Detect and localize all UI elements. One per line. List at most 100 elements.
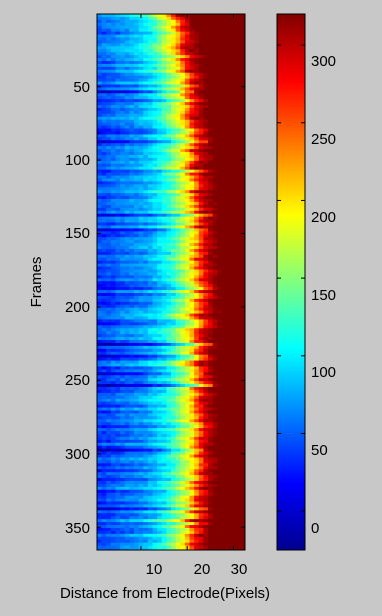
- heatmap-cell: [171, 196, 177, 200]
- heatmap-cell: [180, 260, 186, 265]
- heatmap-cell: [147, 113, 154, 118]
- heatmap-cell: [120, 231, 126, 235]
- heatmap-cell: [115, 78, 121, 83]
- heatmap-cell: [138, 454, 144, 459]
- heatmap-cell: [166, 298, 172, 303]
- heatmap-cell: [231, 113, 237, 118]
- heatmap-cell: [198, 313, 204, 318]
- heatmap-cell: [189, 55, 195, 59]
- heatmap-cell: [217, 416, 223, 420]
- heatmap-cell: [235, 81, 241, 86]
- heatmap-cell: [198, 204, 204, 209]
- heatmap-cell: [231, 436, 237, 441]
- heatmap-cell: [166, 254, 172, 259]
- heatmap-cell: [124, 225, 130, 229]
- heatmap-cell: [106, 137, 112, 141]
- heatmap-cell: [147, 307, 154, 312]
- heatmap-cell: [97, 375, 103, 379]
- heatmap-cell: [152, 184, 158, 188]
- heatmap-cell: [115, 425, 121, 429]
- heatmap-cell: [240, 19, 245, 24]
- heatmap-cell: [97, 219, 103, 224]
- heatmap-cell: [198, 46, 204, 50]
- heatmap-cell: [106, 237, 112, 241]
- heatmap-cell: [166, 248, 172, 253]
- heatmap-cell: [166, 157, 172, 162]
- heatmap-cell: [231, 451, 237, 456]
- heatmap-cell: [194, 34, 200, 39]
- heatmap-cell: [129, 34, 135, 39]
- heatmap-cell: [110, 310, 117, 315]
- heatmap-cell: [147, 63, 154, 68]
- heatmap-cell: [97, 175, 103, 180]
- heatmap-cell: [221, 357, 228, 362]
- heatmap-cell: [208, 363, 214, 368]
- heatmap-cell: [221, 43, 228, 47]
- heatmap-cell: [147, 416, 154, 420]
- heatmap-cell: [184, 243, 191, 247]
- heatmap-cell: [194, 243, 200, 247]
- heatmap-cell: [221, 137, 228, 141]
- heatmap-cell: [231, 410, 237, 415]
- heatmap-cell: [194, 340, 200, 344]
- heatmap-cell: [161, 369, 167, 373]
- heatmap-cell: [152, 369, 158, 373]
- heatmap-cell: [115, 96, 121, 100]
- heatmap-cell: [134, 160, 140, 165]
- heatmap-cell: [161, 37, 167, 42]
- heatmap-cell: [143, 433, 149, 438]
- heatmap-cell: [203, 381, 209, 385]
- heatmap-cell: [189, 75, 195, 80]
- heatmap-cell: [157, 293, 163, 297]
- heatmap-cell: [97, 116, 103, 121]
- heatmap-cell: [226, 157, 232, 162]
- heatmap-cell: [157, 125, 163, 130]
- heatmap-cell: [101, 436, 107, 441]
- heatmap-cell: [106, 366, 112, 370]
- heatmap-cell: [134, 319, 140, 323]
- heatmap-cell: [203, 287, 209, 291]
- heatmap-cell: [203, 222, 209, 227]
- heatmap-cell: [138, 137, 144, 141]
- heatmap-cell: [221, 401, 228, 406]
- heatmap-cell: [97, 410, 103, 415]
- heatmap-cell: [134, 43, 140, 47]
- heatmap-cell: [180, 381, 186, 385]
- heatmap-cell: [240, 340, 245, 344]
- heatmap-cell: [115, 413, 121, 417]
- heatmap-cell: [134, 107, 140, 112]
- heatmap-cell: [198, 87, 204, 91]
- heatmap-cell: [97, 445, 103, 450]
- heatmap-cell: [152, 469, 158, 473]
- heatmap-cell: [134, 116, 140, 121]
- heatmap-cell: [124, 316, 130, 321]
- heatmap-cell: [235, 22, 241, 27]
- heatmap-cell: [166, 337, 172, 341]
- heatmap-cell: [203, 325, 209, 329]
- heatmap-cell: [231, 28, 237, 33]
- heatmap-cell: [101, 228, 107, 232]
- heatmap-cell: [208, 134, 214, 138]
- heatmap-cell: [171, 90, 177, 94]
- heatmap-cell: [97, 140, 103, 144]
- heatmap-cell: [152, 196, 158, 200]
- heatmap-cell: [221, 116, 228, 121]
- heatmap-cell: [226, 37, 232, 42]
- heatmap-cell: [231, 243, 237, 247]
- heatmap-cell: [143, 375, 149, 379]
- heatmap-cell: [147, 228, 154, 232]
- heatmap-cell: [194, 128, 200, 133]
- heatmap-cell: [110, 157, 117, 162]
- heatmap-cell: [143, 234, 149, 238]
- heatmap-cell: [231, 263, 237, 268]
- heatmap-cell: [115, 269, 121, 274]
- heatmap-cell: [217, 363, 223, 368]
- heatmap-cell: [208, 272, 214, 276]
- heatmap-cell: [120, 278, 126, 282]
- heatmap-cell: [161, 166, 167, 171]
- heatmap-cell: [134, 152, 140, 156]
- heatmap-cell: [115, 119, 121, 124]
- heatmap-cell: [124, 254, 130, 259]
- heatmap-cell: [235, 463, 241, 467]
- heatmap-cell: [129, 442, 135, 447]
